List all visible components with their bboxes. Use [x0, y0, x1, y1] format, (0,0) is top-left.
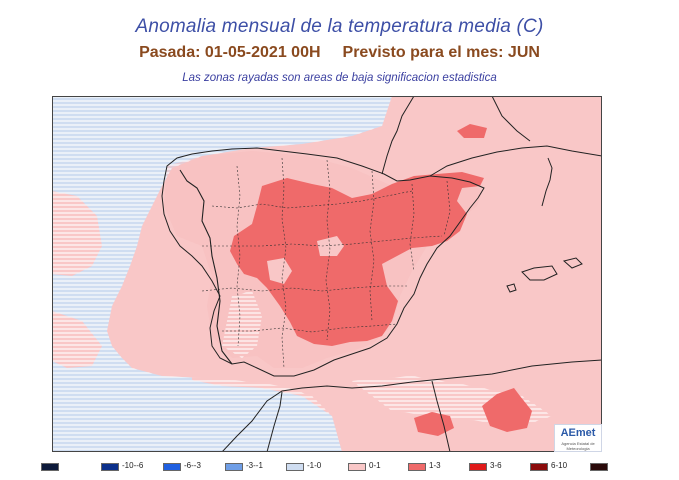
legend-swatch [348, 463, 366, 471]
legend-label: 1-3 [429, 461, 441, 470]
aemet-logo: AEmet Agencia Estatal de Meteorologia [554, 424, 602, 452]
portugal-border [179, 169, 233, 365]
legend-swatch [163, 463, 181, 471]
legend-label: -3--1 [246, 461, 263, 470]
significance-note: Las zonas rayadas son areas de baja sign… [182, 72, 497, 84]
color-legend: -10--6 -6--3 -3--1 -1-0 0-1 1-3 3-6 6-10 [0, 460, 679, 476]
balearic-islands [521, 265, 558, 281]
france-coast [381, 96, 415, 175]
legend-swatch [101, 463, 119, 471]
forecast-month: Previsto para el mes: JUN [342, 44, 540, 61]
legend-label: 0-1 [369, 461, 381, 470]
legend-label: -10--6 [122, 461, 144, 470]
legend-swatch [225, 463, 243, 471]
legend-swatch [530, 463, 548, 471]
aemet-logo-text: AEmet [560, 427, 596, 439]
legend-label: 3-6 [490, 461, 502, 470]
legend-swatch [408, 463, 426, 471]
legend-swatch [286, 463, 304, 471]
forecast-subtitle: Pasada: 01-05-2021 00H Previsto para el m… [0, 44, 679, 62]
aemet-logo-subtext: Agencia Estatal de Meteorologia [561, 441, 595, 451]
legend-swatch [590, 463, 608, 471]
anomaly-zone-1-3 [230, 172, 484, 346]
legend-swatch [41, 463, 59, 471]
anomaly-map [52, 96, 602, 452]
legend-label: -6--3 [184, 461, 201, 470]
africa-coast [221, 359, 602, 452]
map-title: Anomalia mensual de la temperatura media… [135, 16, 544, 37]
legend-label: 6-10 [551, 461, 568, 470]
legend-label: -1-0 [307, 461, 322, 470]
run-date: Pasada: 01-05-2021 00H [139, 44, 321, 61]
legend-swatch [469, 463, 487, 471]
iberia-coastline [161, 147, 485, 377]
